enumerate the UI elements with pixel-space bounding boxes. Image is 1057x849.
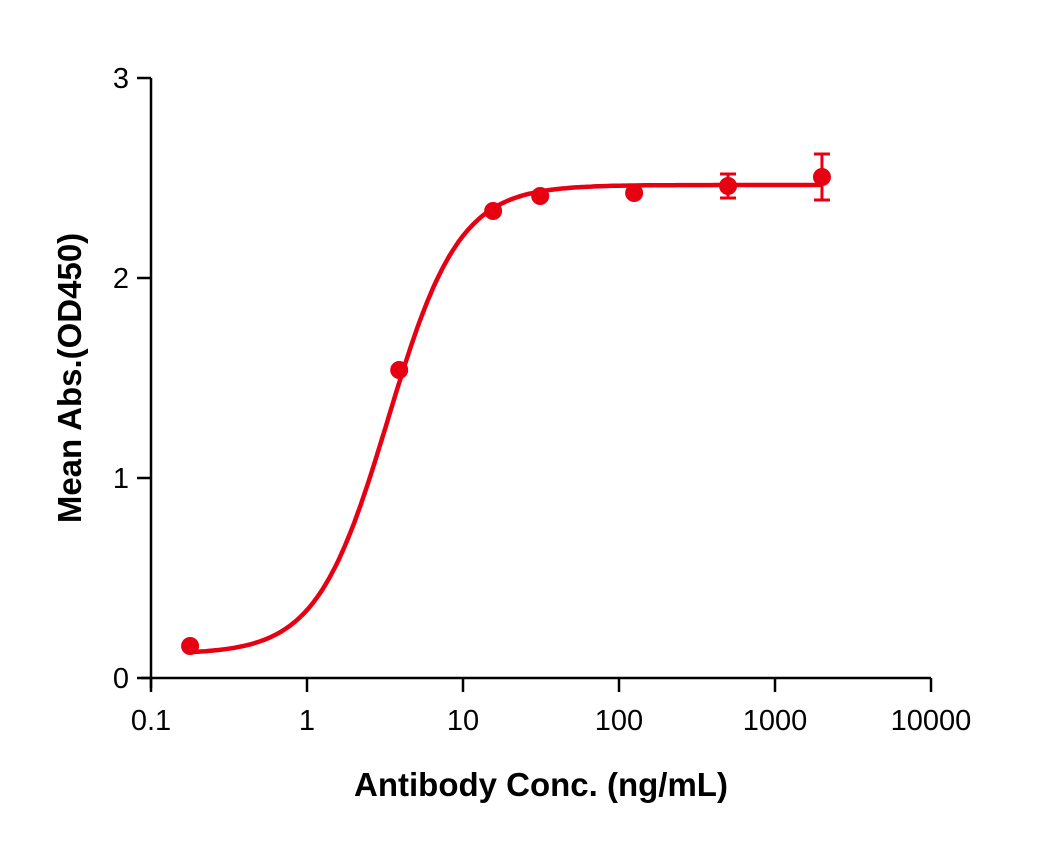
data-point [719, 177, 738, 195]
data-points [181, 152, 831, 655]
data-point [625, 184, 644, 202]
data-point [531, 187, 550, 205]
data-point [812, 168, 831, 186]
x-tick-label: 1000 [743, 705, 808, 737]
y-tick-label: 1 [113, 463, 129, 495]
y-axis-title: Mean Abs.(OD450) [51, 233, 88, 523]
fit-line [189, 182, 822, 655]
x-tick-label: 100 [595, 705, 643, 737]
y-tick-label: 3 [113, 63, 129, 95]
x-tick-label: 10000 [891, 705, 972, 737]
y-tick-label: 2 [113, 263, 129, 295]
fit-curve [189, 182, 822, 655]
x-axis-title: Antibody Conc. (ng/mL) [354, 766, 728, 803]
data-point [181, 637, 200, 655]
axes: 0 1 2 3 0.1 1 10 100 1000 10000 [113, 63, 971, 737]
data-point [484, 202, 503, 220]
y-tick-label: 0 [113, 663, 129, 695]
x-tick-label: 10 [447, 705, 479, 737]
x-tick-label: 0.1 [131, 705, 171, 737]
data-point [390, 361, 409, 379]
x-tick-label: 1 [299, 705, 315, 737]
